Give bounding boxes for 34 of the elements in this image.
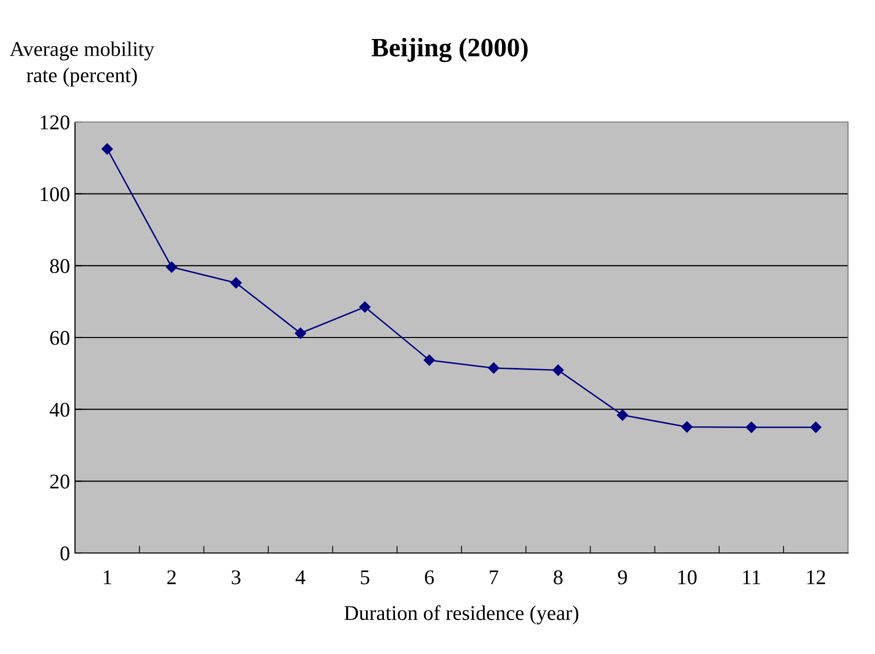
point — [166, 261, 178, 273]
x-tick-label: 1 — [104, 570, 112, 584]
point — [488, 362, 500, 374]
x-tick-label: 3 — [232, 570, 240, 584]
y-axis-title: Average mobility rate (percent) — [10, 41, 154, 87]
point — [681, 421, 693, 433]
y-tick-label: 40 — [50, 402, 70, 417]
x-tick-label: 8 — [554, 570, 563, 584]
point — [552, 364, 564, 376]
x-tick-label: 11 — [743, 570, 760, 584]
chart-title: Beijing (2000) — [372, 38, 528, 62]
x-tick-label: 12 — [807, 570, 826, 584]
point — [424, 354, 435, 366]
x-tick-label: 2 — [167, 570, 176, 584]
x-axis-title: Duration of residence (year) — [344, 605, 578, 624]
point — [102, 143, 113, 155]
x-tick-label: 5 — [360, 570, 370, 584]
y-tick-label: 120 — [40, 115, 70, 130]
x-tick-label: 6 — [424, 570, 434, 584]
point — [294, 328, 306, 339]
x-tick-label: 9 — [618, 570, 627, 584]
point — [230, 277, 242, 289]
y-tick-label: 60 — [50, 330, 70, 345]
x-tick-label: 10 — [678, 570, 697, 584]
y-tick-label: 100 — [40, 187, 70, 202]
point — [359, 301, 370, 313]
point — [810, 422, 822, 433]
x-tick-label: 4 — [296, 570, 306, 584]
x-tick-label: 7 — [490, 570, 498, 584]
y-tick-label: 80 — [50, 259, 70, 274]
point — [746, 422, 757, 433]
y-tick-label: 20 — [50, 474, 70, 489]
y-tick-label: 0 — [60, 546, 70, 560]
point — [616, 409, 628, 421]
